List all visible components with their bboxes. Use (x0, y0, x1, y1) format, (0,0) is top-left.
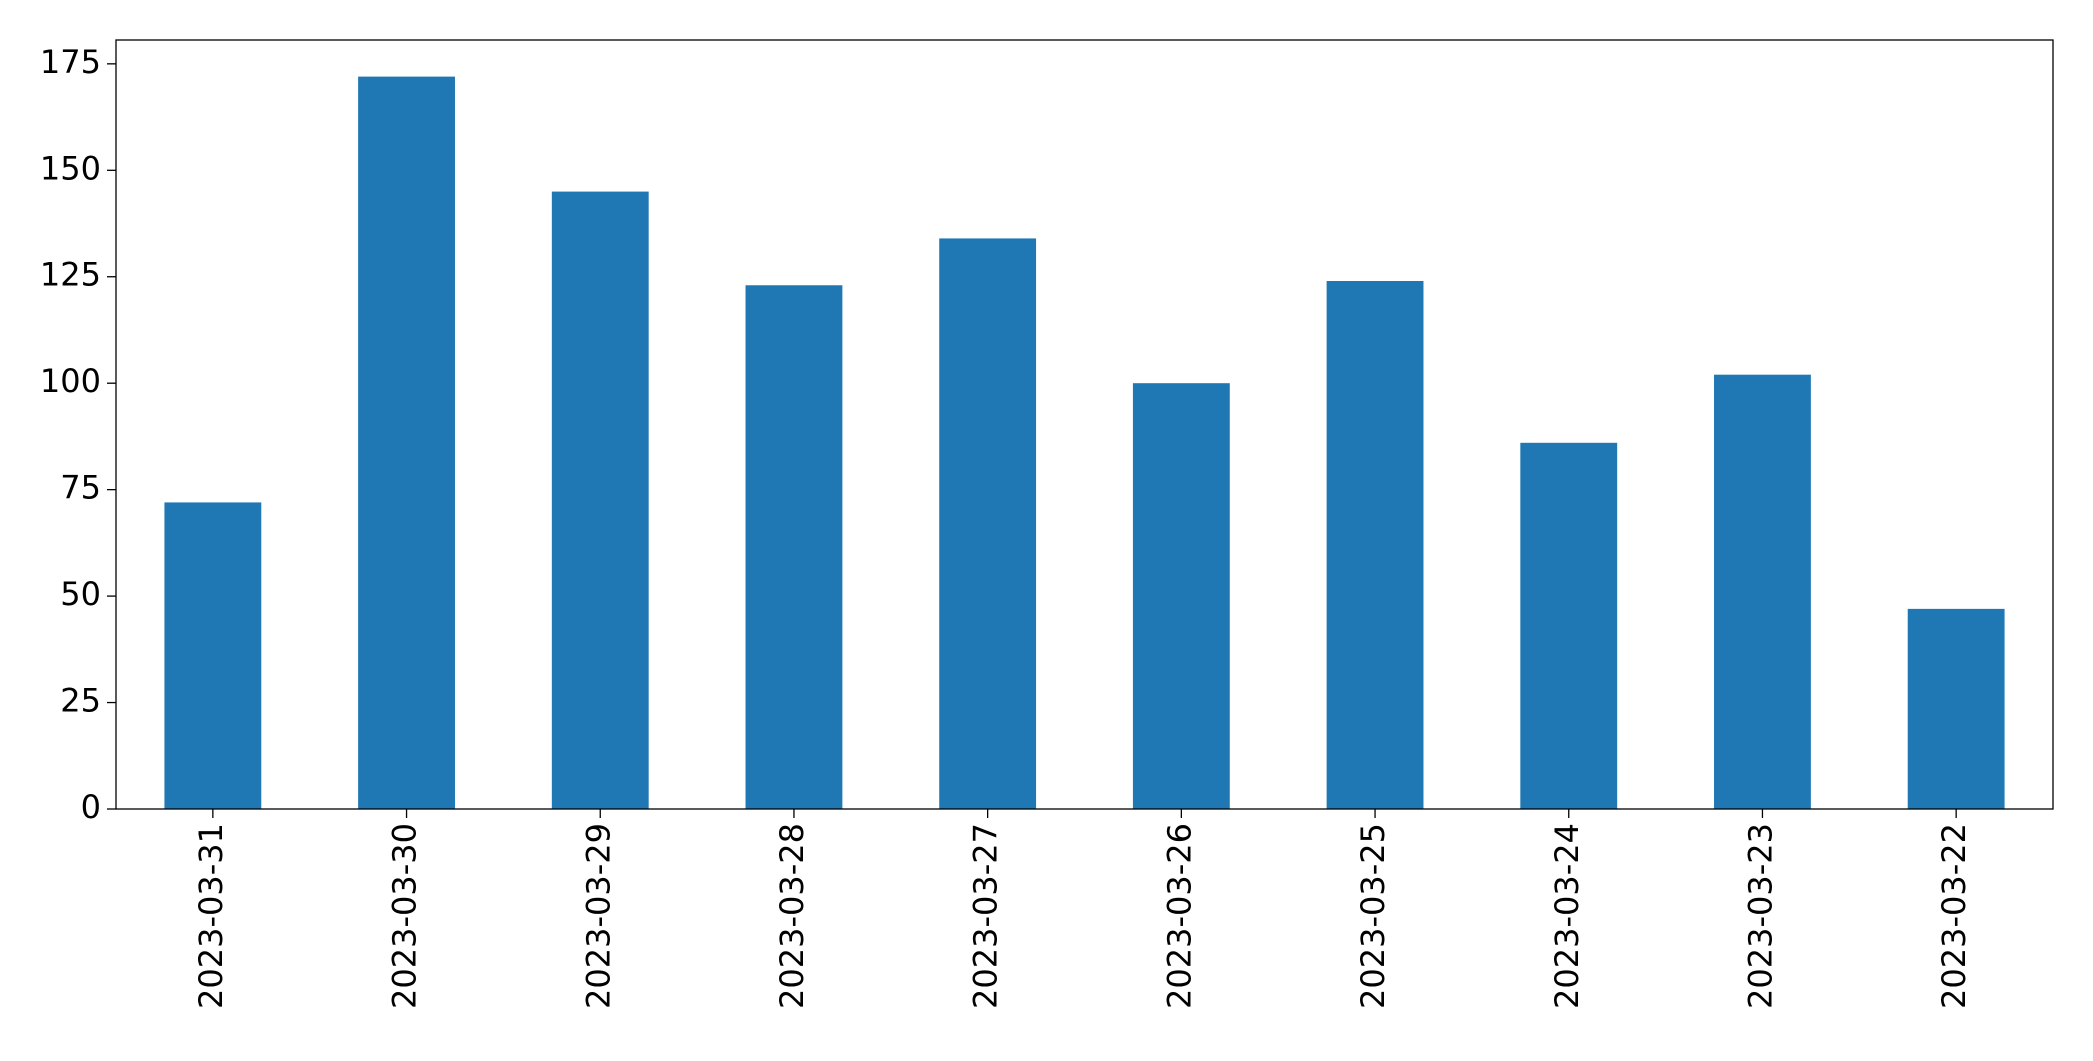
bar (1907, 608, 2005, 809)
x-tick-label: 2023-03-25 (1354, 823, 1392, 1009)
x-tick-label: 2023-03-27 (967, 823, 1005, 1009)
plot-frame (115, 39, 2054, 810)
x-tick-label: 2023-03-30 (386, 823, 424, 1009)
bar (1132, 383, 1230, 809)
bar (745, 285, 843, 809)
y-tick-label: 50 (60, 575, 101, 613)
bar (1714, 374, 1811, 809)
y-tick-label: 175 (40, 43, 101, 81)
bar (1326, 281, 1424, 810)
y-tick-label: 0 (81, 788, 101, 826)
bar (939, 238, 1037, 810)
bar (551, 191, 649, 810)
x-tick-label: 2023-03-23 (1741, 823, 1779, 1009)
y-tick-label: 75 (60, 469, 101, 507)
x-tick-label: 2023-03-26 (1160, 823, 1198, 1009)
y-tick-label: 25 (60, 682, 101, 720)
y-tick-label: 100 (40, 362, 101, 400)
x-tick-label: 2023-03-24 (1548, 823, 1586, 1009)
bar (358, 76, 455, 810)
x-tick-label: 2023-03-22 (1935, 823, 1973, 1009)
x-tick-label: 2023-03-31 (192, 823, 230, 1009)
bar (1520, 442, 1618, 809)
bar (164, 502, 262, 809)
y-tick-label: 150 (40, 149, 101, 187)
x-tick-label: 2023-03-29 (579, 823, 617, 1009)
y-tick-label: 125 (40, 256, 101, 294)
x-tick-label: 2023-03-28 (773, 823, 811, 1009)
